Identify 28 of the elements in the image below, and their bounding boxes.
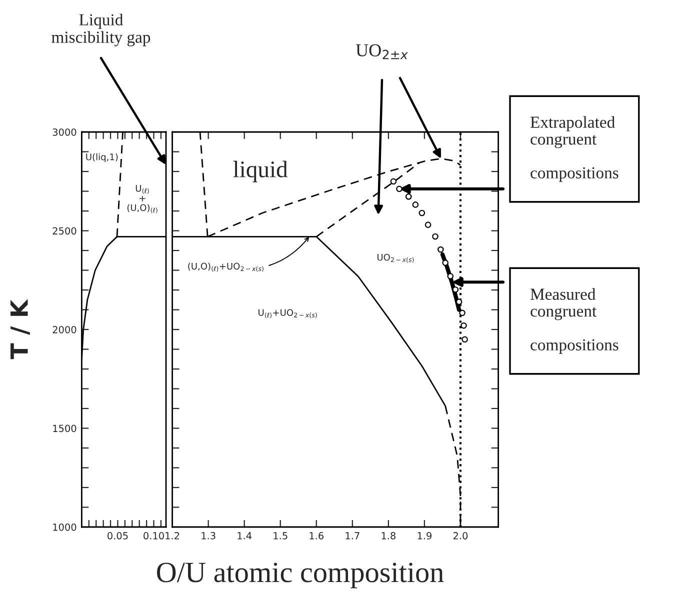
- x-axis-title: O/U atomic composition: [157, 562, 444, 588]
- y-tick-label: 1500: [53, 424, 76, 432]
- x-tick-label: 1.2: [166, 532, 180, 540]
- annotation: liquid: [233, 160, 288, 182]
- y-axis-title: T / K: [10, 299, 30, 360]
- text: UO$_{2±x}$: [356, 44, 408, 60]
- annotation: (U,O)$_{(ℓ)}$+UO$_{2−x(s)}$: [188, 262, 264, 272]
- y-tick-label: 2500: [52, 227, 76, 235]
- x-tick-label: 1.3: [202, 532, 216, 540]
- x-tick-label: 0.10: [144, 532, 164, 540]
- text: Measured congruent compositions: [530, 288, 618, 354]
- text: Extrapolated congruent compositions: [530, 116, 618, 182]
- y-tick-label: 3000: [52, 128, 76, 136]
- x-tick-label: 1.5: [274, 532, 288, 540]
- annotation: UO$_{2−x(s)}$: [377, 254, 414, 263]
- x-tick-label: 1.4: [238, 532, 252, 540]
- x-tick-label: 1.7: [346, 532, 360, 540]
- x-tick-label: 0.05: [108, 532, 128, 540]
- annotation: U(liq,1): [86, 153, 118, 162]
- y-tick-label: 2000: [52, 326, 76, 334]
- x-tick-label: 1.8: [382, 532, 396, 540]
- text: Liquid miscibility gap: [52, 14, 150, 46]
- annotation: U$_{(ℓ)}$+UO$_{2−x(s)}$: [258, 309, 317, 318]
- y-tick-label: 1000: [53, 523, 76, 531]
- annotation: U$_{(ℓ)}$ + (U,O)$_{(ℓ)}$: [127, 185, 158, 214]
- x-tick-label: 1.6: [310, 532, 324, 540]
- x-tick-label: 2.0: [453, 532, 468, 540]
- x-tick-label: 1.9: [418, 532, 432, 540]
